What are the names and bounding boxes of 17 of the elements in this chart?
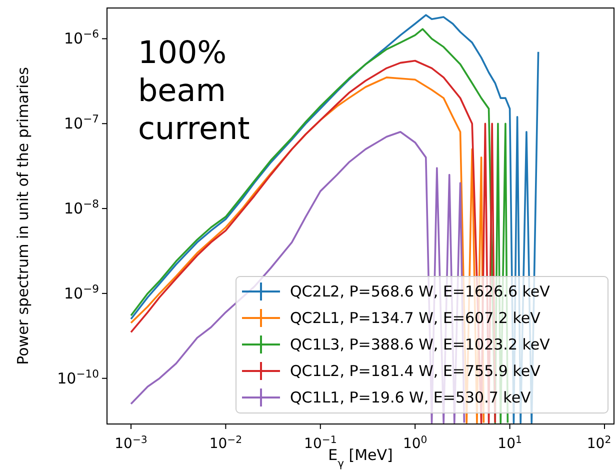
x-tick-label: 10$^{2}$	[586, 434, 612, 452]
legend-label: QC2L1, P=134.7 W, E=607.2 keV	[290, 309, 542, 327]
legend-label: QC1L2, P=181.4 W, E=755.9 keV	[290, 362, 542, 380]
y-tick-label: 10$^{−6}$	[64, 27, 100, 48]
annotation: 100% beam current	[138, 35, 250, 147]
y-tick-label: 10$^{−9}$	[64, 282, 100, 302]
y-tick-label: 10$^{−10}$	[57, 366, 100, 388]
legend-label: QC1L1, P=19.6 W, E=530.7 keV	[290, 388, 532, 406]
legend-label: QC1L3, P=388.6 W, E=1023.2 keV	[290, 336, 551, 354]
y-tick-label: 10$^{−8}$	[64, 197, 100, 218]
legend-label: QC2L2, P=568.6 W, E=1626.6 keV	[290, 282, 551, 300]
x-tick-label: 10$^{1}$	[498, 434, 522, 452]
x-tick-label: 10$^{−3}$	[114, 434, 148, 452]
y-tick-label: 10$^{−7}$	[64, 112, 99, 133]
y-axis-title: Power spectrum in unit of the primaries	[14, 66, 32, 365]
x-tick-label: 10$^{0}$	[402, 434, 428, 452]
x-tick-label: 10$^{−2}$	[209, 434, 242, 452]
